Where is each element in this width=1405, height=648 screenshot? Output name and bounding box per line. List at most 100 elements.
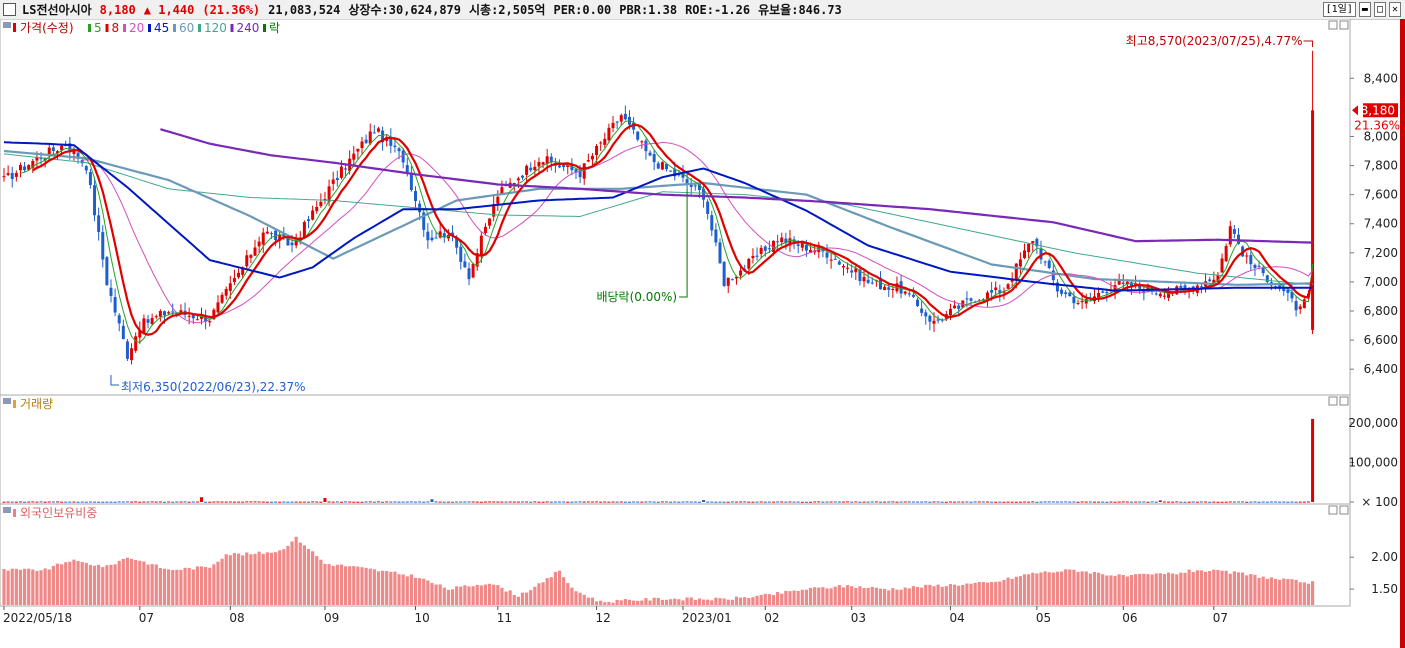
pane-close-icon[interactable]	[1339, 396, 1349, 406]
foreign-bar	[952, 584, 957, 605]
foreign-bar	[1278, 579, 1282, 605]
foreign-bar	[808, 587, 813, 605]
volume-bar	[10, 501, 14, 503]
candle	[237, 268, 241, 279]
volume-bar	[146, 501, 150, 503]
minimize-icon[interactable]: ▬	[1358, 2, 1371, 17]
volume-bar	[1051, 501, 1055, 503]
foreign-bar	[290, 541, 294, 605]
volume-bar	[763, 501, 767, 503]
pane-collapse-icon[interactable]	[3, 398, 11, 404]
y-tick-label: 8,000	[1364, 129, 1398, 143]
pane-close-icon[interactable]	[1339, 505, 1349, 515]
legend-item: 5	[94, 21, 102, 35]
candle	[595, 143, 599, 163]
candle	[1064, 290, 1068, 298]
foreign-bar	[1203, 571, 1208, 605]
volume-bar	[228, 501, 232, 503]
maximize-icon[interactable]: □	[1373, 2, 1386, 17]
candle	[451, 225, 455, 242]
volume-bar	[1278, 501, 1282, 503]
foreign-bar	[405, 576, 409, 605]
x-tick-label: 12	[596, 611, 611, 625]
pane-minimize-icon[interactable]	[1328, 505, 1338, 515]
foreign-bar	[669, 599, 673, 605]
foreign-bar	[426, 580, 430, 605]
pane-minimize-icon[interactable]	[1328, 20, 1338, 30]
candle	[669, 170, 673, 173]
foreign-bar	[500, 587, 504, 605]
period-button[interactable]: [1일]	[1322, 2, 1356, 17]
candle	[1027, 242, 1031, 259]
pane-collapse-icon[interactable]	[3, 507, 11, 513]
candle	[142, 314, 146, 335]
volume-bar	[603, 501, 607, 503]
volume-bar	[282, 501, 286, 503]
candle	[652, 149, 656, 171]
pane-close-icon[interactable]	[1339, 20, 1349, 30]
foreign-bar	[759, 594, 763, 605]
candle	[985, 290, 989, 307]
foreign-bar	[1216, 569, 1220, 605]
candle	[1220, 253, 1224, 273]
volume-bar	[344, 501, 348, 503]
volume-bar	[1237, 501, 1240, 503]
candle	[232, 269, 236, 286]
foreign-bar	[1257, 577, 1261, 605]
foreign-bar	[895, 589, 899, 605]
volume-bar	[1249, 501, 1253, 503]
foreign-bar	[1059, 571, 1064, 605]
volume-bar	[1187, 501, 1191, 503]
y-tick-label: 7,600	[1364, 188, 1398, 202]
foreign-bar	[109, 564, 113, 605]
foreign-bar	[858, 586, 862, 605]
price-change: ▲ 1,440	[143, 2, 195, 17]
volume-bar	[356, 501, 360, 503]
volume-bar	[1286, 501, 1290, 503]
pane-collapse-icon[interactable]	[3, 22, 11, 28]
foreign-bar	[191, 569, 195, 605]
volume-bar	[739, 501, 743, 503]
volume-bar	[1306, 501, 1310, 503]
foreign-bar	[1043, 571, 1047, 605]
foreign-bar	[68, 561, 72, 605]
foreign-bar	[397, 574, 401, 605]
ma60-line	[3, 149, 1313, 286]
foreign-bar	[627, 599, 632, 605]
foreign-bar	[418, 578, 422, 605]
foreign-bar	[22, 568, 27, 605]
foreign-bar	[413, 577, 418, 605]
select-checkbox[interactable]	[3, 3, 16, 16]
ma20-line	[82, 141, 1314, 324]
pane-minimize-icon[interactable]	[1328, 396, 1338, 406]
foreign-bar	[706, 599, 710, 605]
volume-bar	[125, 501, 129, 503]
candle	[1031, 240, 1035, 252]
volume-bar	[512, 501, 516, 503]
volume-bar	[998, 501, 1002, 503]
volume-bar	[1195, 501, 1199, 503]
volume-bar	[677, 501, 681, 503]
foreign-bar	[726, 599, 730, 605]
candle	[574, 167, 578, 179]
legend-item: 60	[179, 21, 194, 35]
volume-bar	[809, 501, 813, 503]
foreign-bar	[862, 587, 866, 605]
right-scroll-bar[interactable]	[1400, 19, 1405, 648]
foreign-bar	[1129, 574, 1134, 605]
foreign-bar	[364, 567, 368, 605]
volume-bar	[759, 501, 763, 503]
volume-tick-label: 100,000	[1348, 455, 1398, 469]
volume-bar	[878, 501, 882, 503]
foreign-bar	[125, 557, 130, 605]
foreign-bar	[738, 597, 743, 605]
foreign-bar	[352, 566, 356, 605]
foreign-bar	[973, 582, 977, 605]
foreign-bar	[199, 566, 204, 605]
candle	[1043, 260, 1047, 267]
x-tick-label: 2023/01	[682, 611, 732, 625]
close-icon[interactable]: ✕	[1388, 2, 1401, 17]
foreign-bar	[1092, 571, 1097, 605]
volume-bar	[1224, 501, 1228, 503]
volume-bar	[578, 501, 582, 503]
